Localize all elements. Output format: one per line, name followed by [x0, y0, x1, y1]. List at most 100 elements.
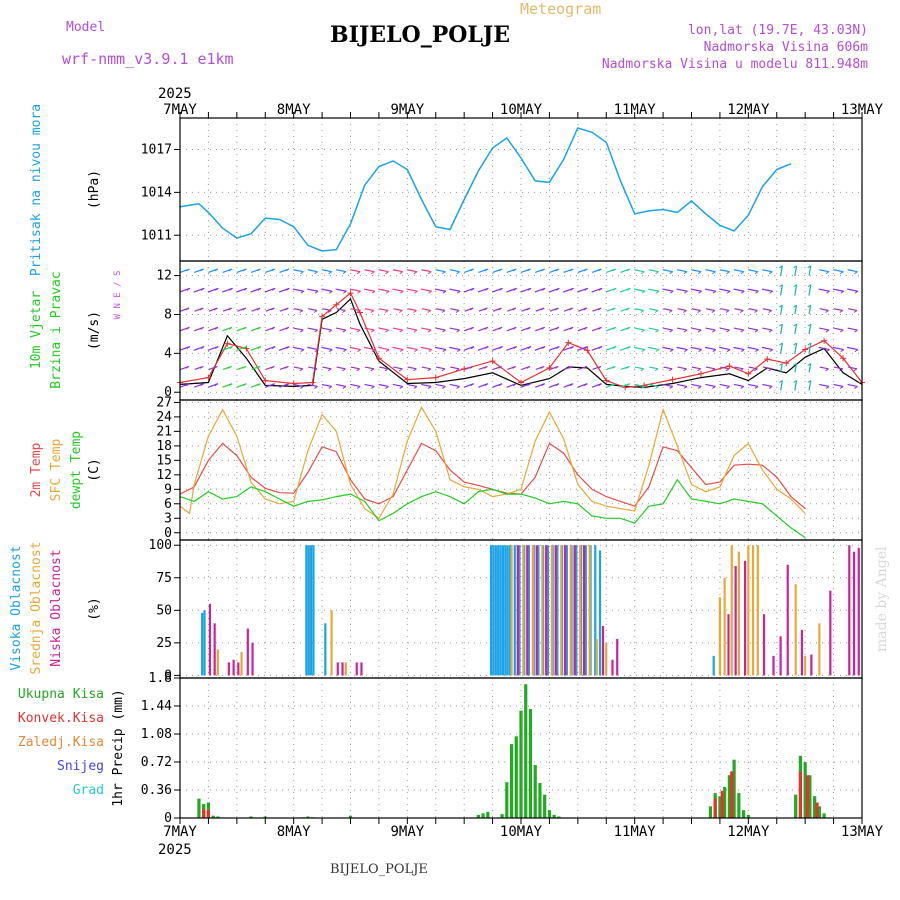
- wind-arrow: [748, 308, 758, 312]
- bottom-day-label: 10MAY: [500, 824, 543, 840]
- wind-arrow-head: [826, 349, 830, 352]
- clouds-bar: [310, 545, 313, 676]
- gust-marker: [840, 355, 847, 362]
- temperature-series-line: [179, 442, 806, 510]
- wind-arrow-head: [428, 349, 432, 352]
- wind-arrow: [704, 346, 716, 351]
- wind-arrow: [808, 342, 812, 355]
- wind-arrow-head: [755, 349, 759, 352]
- wind-arrow: [663, 366, 673, 370]
- wind-arrow: [748, 383, 759, 388]
- wind-arrow-head: [470, 268, 474, 272]
- wind-arrow: [307, 327, 318, 331]
- wind-arrow-head: [611, 365, 616, 369]
- clouds-bar: [201, 612, 204, 676]
- precip-ytick-label: 1.8: [149, 671, 172, 686]
- wind-arrow: [407, 383, 418, 388]
- wind-arrow-head: [414, 349, 418, 352]
- wind-arrow: [733, 288, 745, 292]
- temperature-ytick-label: 15: [156, 453, 172, 468]
- wind-arrow-head: [626, 383, 631, 387]
- wind-arrow: [335, 288, 347, 292]
- wind-arrow-head: [427, 271, 432, 275]
- wind-arrow-head: [569, 268, 574, 272]
- temp-name-label: 2m Temp: [29, 442, 44, 497]
- clouds-bar: [504, 545, 507, 676]
- clouds-bar: [579, 545, 582, 676]
- wind-arrow-head: [839, 271, 844, 275]
- gust-marker: [224, 340, 231, 347]
- wind-arrow: [308, 366, 318, 370]
- wind-arrow: [649, 308, 659, 312]
- precip-bar: [514, 736, 518, 818]
- wind-arrow-head: [555, 326, 560, 330]
- wind-arrow-head: [541, 287, 546, 291]
- wind-arrow-head: [242, 365, 247, 369]
- footer-station: BIJELO_POLJE: [330, 862, 428, 877]
- wind-arrow-head: [641, 329, 645, 333]
- wind-arrow-head: [285, 326, 290, 330]
- wind-arrow-head: [314, 271, 318, 275]
- wind-arrow: [435, 327, 446, 331]
- wind-arrow-head: [711, 368, 716, 372]
- wind-arrow: [450, 366, 460, 370]
- precip-bar: [723, 786, 727, 818]
- wind-arrow-head: [726, 271, 730, 275]
- wind-arrow-head: [527, 346, 532, 350]
- wind-arrow: [648, 346, 660, 351]
- wind-arrow-head: [413, 385, 418, 389]
- wind-arrow-head: [299, 310, 304, 313]
- clouds-bar: [554, 545, 557, 676]
- wind-arrow-head: [570, 287, 574, 291]
- wind-arrow: [293, 383, 304, 388]
- clouds-bar: [573, 545, 576, 676]
- wind-arrow: [336, 327, 347, 331]
- wind-arrow: [747, 346, 759, 351]
- wind-arrow-head: [185, 307, 190, 311]
- wind-arrow-head: [826, 290, 830, 294]
- clouds-bar: [506, 545, 509, 676]
- bottom-day-label: 7MAY: [163, 824, 197, 840]
- wind-arrow: [705, 327, 716, 331]
- clouds-bar: [598, 550, 602, 676]
- wind-arrow: [780, 265, 783, 276]
- wind-arrow-head: [793, 380, 797, 383]
- wind-arrow-head: [556, 287, 560, 291]
- wind-arrow-head: [612, 326, 616, 330]
- clouds-bar: [494, 545, 497, 676]
- wind-arrow: [719, 383, 730, 388]
- wind-arrow-head: [385, 349, 390, 352]
- wind-arrow-head: [840, 349, 844, 352]
- clouds-bar: [336, 662, 339, 676]
- wind-arrow-head: [399, 349, 404, 352]
- precip-bar: [476, 814, 480, 818]
- precip-bar: [211, 815, 215, 818]
- clouds-bar: [743, 560, 747, 676]
- wind-arrow: [762, 327, 773, 331]
- precip-bar: [808, 775, 812, 818]
- clouds-bar: [501, 545, 505, 676]
- precip-bar: [481, 813, 485, 818]
- wind-arrow: [336, 383, 347, 388]
- clouds-bar: [569, 545, 572, 676]
- wind-arrow-head: [626, 326, 631, 330]
- precip-bar: [713, 798, 717, 818]
- pressure-unit-label: (hPa): [87, 170, 102, 209]
- wind-arrow: [733, 327, 744, 331]
- wind-arrow: [819, 383, 830, 388]
- wind-arrow-head: [793, 284, 797, 288]
- wind-arrow-head: [569, 365, 573, 369]
- wind-arrow-head: [257, 346, 262, 350]
- wind-arrow: [808, 380, 812, 391]
- wind-arrow-head: [612, 287, 617, 291]
- gust-marker: [802, 346, 809, 353]
- precip-ytick-label: 1.44: [141, 699, 172, 714]
- clouds-bar: [324, 623, 327, 676]
- wind-arrow-head: [498, 383, 503, 387]
- wind-arrow-head: [598, 326, 602, 330]
- wind-arrow-head: [414, 290, 418, 294]
- wind-arrow-head: [299, 368, 304, 372]
- precip-bar: [805, 775, 810, 818]
- wind-arrow-head: [371, 329, 375, 333]
- gust-marker: [726, 362, 733, 369]
